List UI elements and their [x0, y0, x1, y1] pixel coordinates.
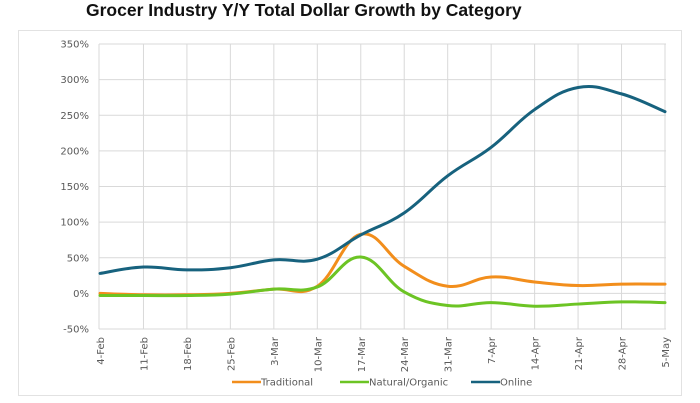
legend-label-traditional: Traditional	[260, 378, 313, 389]
x-tick-label: 17-Mar	[357, 336, 368, 372]
y-tick-label: 200%	[60, 146, 89, 157]
x-tick-label: 7-Apr	[487, 336, 498, 364]
y-tick-label: 150%	[60, 182, 89, 193]
chart-frame	[18, 30, 682, 396]
x-tick-label: 24-Mar	[400, 336, 411, 372]
y-tick-label: 300%	[60, 75, 89, 86]
y-tick-label: 0%	[73, 289, 89, 300]
x-tick-label: 4-Feb	[96, 337, 107, 365]
legend: Traditional Natural/Organic Online	[232, 378, 532, 389]
x-tick-label: 18-Feb	[183, 337, 194, 371]
x-tick-label: 5-May	[661, 337, 672, 368]
series-line-traditional	[98, 232, 667, 297]
x-tick-label: 3-Mar	[270, 336, 281, 366]
x-tick-label: 31-Mar	[444, 336, 455, 372]
series-line-natural-organic	[98, 255, 667, 308]
x-tick-label: 21-Apr	[574, 336, 585, 370]
series-line-online	[98, 84, 667, 275]
x-tick-label: 10-Mar	[313, 336, 324, 372]
y-axis-tick-labels: -50% 0% 50% 100% 150% 200% 250% 300% 350%	[60, 40, 89, 336]
x-tick-label: 14-Apr	[531, 336, 542, 370]
y-tick-label: 350%	[60, 40, 89, 51]
y-tick-label: 50%	[67, 253, 89, 264]
x-tick-label: 25-Feb	[226, 337, 237, 371]
x-tick-label: 11-Feb	[139, 337, 150, 371]
series-lines	[98, 84, 667, 308]
y-tick-label: 100%	[60, 218, 89, 229]
x-tick-label: 28-Apr	[618, 336, 629, 370]
chart-title: Grocer Industry Y/Y Total Dollar Growth …	[86, 0, 522, 20]
legend-label-online: Online	[500, 378, 532, 389]
legend-label-natural-organic: Natural/Organic	[369, 378, 448, 389]
y-tick-label: 250%	[60, 111, 89, 122]
y-tick-label: -50%	[63, 325, 89, 336]
x-axis-tick-labels: 4-Feb 11-Feb 18-Feb 25-Feb 3-Mar 10-Mar 17-Mar…	[96, 336, 672, 372]
